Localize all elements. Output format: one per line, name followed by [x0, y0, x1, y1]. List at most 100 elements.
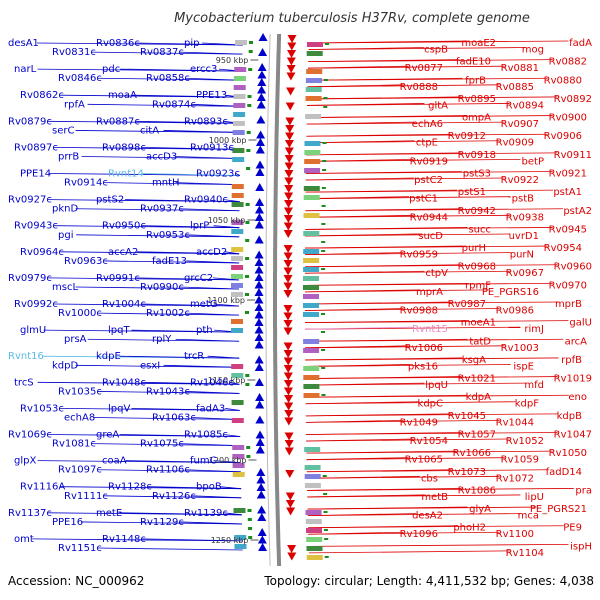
label-connector [305, 338, 468, 342]
gene-label: pgi [58, 230, 73, 241]
label-connector [305, 233, 420, 237]
forward-strand-gene-arrow [284, 147, 294, 156]
label-connector [87, 338, 240, 342]
label-connector [308, 65, 409, 69]
kbp-tick-label: 1050 kbp [208, 216, 246, 225]
gene-label: moaE2 [461, 38, 496, 49]
gene-label: Rv0909 [496, 138, 534, 149]
gene-label: echA8 [64, 413, 95, 424]
forward-strand-gene-arrow [283, 260, 293, 268]
gene-label: echA6 [412, 119, 443, 130]
gene-label: prsA [64, 334, 87, 345]
label-connector [131, 329, 240, 333]
label-connector [91, 51, 243, 55]
gene-label: Rv0987 [448, 299, 486, 310]
gene-label: Rv0906 [544, 131, 582, 142]
label-connector [305, 245, 463, 249]
gene-label: Rvnt14 [108, 169, 144, 180]
gene-label: Rv0911 [554, 150, 592, 161]
label-connector [92, 417, 240, 420]
gene-label: Rv0954 [544, 243, 582, 254]
gene-label: glpX [14, 456, 36, 467]
gene-label: esxI [140, 360, 160, 371]
gene-label: eno [568, 392, 587, 403]
label-connector [179, 443, 241, 447]
track-marker-right [322, 160, 327, 162]
label-connector [141, 225, 240, 229]
gene-label: citA [140, 125, 159, 136]
gene-label: pdc [102, 64, 120, 75]
gene-label: Rv0836c [96, 38, 140, 49]
label-connector [305, 171, 463, 174]
gene-label: Rv1128c [108, 482, 152, 493]
forward-strand-gene-arrow [284, 192, 294, 201]
label-connector [213, 225, 240, 229]
label-connector [306, 133, 452, 137]
gene-label: Rv0898c [102, 142, 146, 153]
cog-block-right [303, 195, 320, 200]
reverse-strand-gene-arrow [254, 273, 264, 281]
gene-label: metE [96, 508, 122, 519]
gene-label: serC [52, 125, 74, 136]
cog-block-right [304, 465, 321, 470]
gene-label: lpqV [108, 403, 130, 414]
forward-strand-gene-arrow [283, 222, 293, 231]
gene-label: kdpD [52, 360, 78, 371]
gene-label: Rv1021 [458, 374, 496, 385]
gene-label: Rv0900 [549, 113, 587, 124]
label-connector [131, 94, 242, 98]
label-connector [306, 450, 457, 454]
label-connector [212, 277, 240, 281]
label-connector [223, 434, 241, 437]
label-connector-lines [32, 40, 574, 554]
gene-label: Rv0964c [20, 247, 64, 258]
forward-strand-gene-arrow [283, 357, 293, 366]
reverse-strand-gene-arrow [254, 355, 264, 364]
cog-block-left [231, 319, 243, 324]
label-connector [91, 443, 241, 447]
track-marker-right [322, 475, 327, 477]
cog-block-right [303, 393, 320, 398]
track-marker-right [323, 106, 328, 108]
track-marker-left [246, 455, 251, 458]
reverse-strand-gene-arrow [257, 70, 267, 79]
gene-label: phoH2 [453, 523, 486, 534]
gene-label: Rv0918 [458, 150, 496, 161]
label-connector [306, 457, 409, 461]
label-connector [304, 282, 468, 286]
cog-block-left [233, 103, 246, 108]
label-connector [223, 199, 240, 202]
label-connector [308, 40, 468, 44]
gene-label: Rv0846c [58, 73, 102, 84]
label-connector [207, 355, 240, 359]
forward-strand-gene-arrow [286, 507, 296, 516]
cog-block-right [303, 213, 320, 218]
label-connector [306, 475, 420, 479]
gene-label: Rv1148c [102, 534, 146, 545]
gene-label: succ [468, 224, 491, 235]
reverse-strand-gene-arrow [254, 213, 264, 221]
gene-label: ompA [462, 113, 491, 124]
track-marker-left [245, 293, 249, 296]
cog-block-right [303, 294, 319, 299]
cog-block-left [232, 148, 245, 153]
gene-label: kdpF [515, 399, 539, 410]
cog-block-left [231, 373, 244, 378]
label-connector [119, 434, 241, 437]
gene-label: pks16 [408, 361, 438, 372]
gene-label: Rv0960 [554, 262, 592, 273]
gene-label: lpqT [108, 325, 130, 336]
cog-block-left [232, 121, 245, 126]
forward-strand-gene-arrow [285, 125, 295, 133]
cog-block-left [233, 94, 246, 99]
reverse-strand-gene-arrow [255, 138, 265, 146]
forward-strand-gene-arrow [283, 327, 293, 336]
track-marker-right [324, 556, 329, 558]
gene-label: bpoB [196, 482, 222, 493]
cog-block-left [232, 130, 245, 135]
gene-label: fadA3 [196, 403, 225, 414]
cog-block-left [233, 85, 246, 90]
forward-strand-gene-arrow [284, 440, 294, 448]
forward-strand-gene-arrow [285, 470, 295, 478]
